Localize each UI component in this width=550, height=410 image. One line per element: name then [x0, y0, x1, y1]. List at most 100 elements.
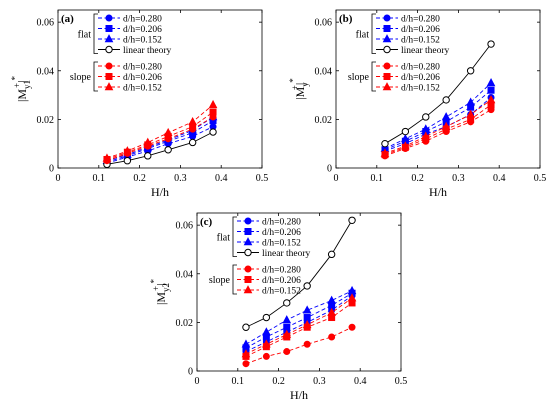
flat-group-label: flat: [356, 29, 370, 40]
legend-marker: [105, 14, 113, 22]
data-point: [143, 137, 153, 146]
series-line: [384, 97, 492, 152]
data-point: [441, 121, 451, 130]
series-line: [384, 109, 492, 157]
series-line: [245, 290, 353, 345]
y-axis-label: |My1+|*: [10, 75, 32, 102]
legend-entry-label: d/h=0.280: [123, 62, 162, 72]
data-point: [302, 305, 312, 314]
data-point: [163, 127, 173, 137]
series-line: [245, 302, 353, 357]
data-point: [380, 148, 390, 157]
data-point: [421, 131, 431, 140]
legend-entry-label: d/h=0.280: [262, 217, 301, 227]
series-line: [384, 43, 492, 145]
x-tick-label: 0.1: [232, 376, 245, 387]
legend-entry-label: d/h=0.206: [401, 73, 440, 83]
chart-panel: 0 0.1 0.2 0.3 0.4 0.5 0 0.02 0.04 0.06 H/h |My+|* (b…: [288, 9, 546, 199]
data-point: [123, 146, 132, 155]
legend-entry-label: d/h=0.152: [262, 238, 301, 248]
data-point: [486, 78, 496, 87]
x-tick-label: 0: [195, 376, 200, 387]
x-tick-label: 0.2: [272, 376, 285, 387]
data-point: [442, 96, 450, 104]
legend-marker: [383, 14, 391, 22]
series-line: [384, 99, 492, 154]
x-tick-label: 0.4: [354, 376, 367, 387]
data-point: [327, 250, 336, 259]
series: [103, 128, 217, 169]
data-point: [188, 138, 197, 147]
data-point: [466, 97, 475, 106]
legend-marker: [104, 82, 114, 91]
x-tick-label: 0.2: [411, 173, 424, 184]
data-point: [209, 108, 217, 116]
data-point: [466, 67, 475, 75]
y-tick-label: 0: [327, 164, 332, 175]
legend-marker: [382, 82, 392, 91]
y-axis-label-text: |My1+|*: [10, 75, 32, 102]
x-tick-label: 0.1: [93, 173, 106, 184]
data-point: [302, 319, 312, 329]
series-line: [106, 131, 214, 165]
legend-marker: [244, 276, 252, 283]
data-point: [102, 153, 112, 162]
data-point: [487, 40, 495, 48]
y-tick-label: 0: [49, 164, 54, 175]
data-point: [381, 139, 389, 148]
data-point: [262, 339, 271, 348]
legend-entry-label: linear theory: [123, 46, 172, 56]
legend-marker: [244, 248, 252, 257]
series: [380, 78, 496, 152]
x-axis-label: H/h: [429, 185, 447, 199]
slope-bracket: [93, 61, 98, 92]
series: [381, 94, 495, 155]
data-point: [283, 299, 291, 307]
series: [242, 292, 356, 356]
series-line: [106, 111, 214, 160]
y-axis-label-text: |My+|*: [288, 78, 310, 100]
legend-entry-label: d/h=0.206: [262, 228, 301, 238]
y-tick-label: 0.02: [37, 115, 55, 126]
legend-entry-label: d/h=0.152: [262, 286, 301, 296]
y-axis-label: |My+|*: [288, 78, 310, 100]
legend-marker: [105, 62, 113, 70]
data-point: [242, 360, 250, 368]
legend-entry-label: d/h=0.280: [262, 265, 301, 275]
data-point: [262, 327, 271, 336]
series: [242, 216, 356, 331]
slope-group-label: slope: [348, 72, 370, 83]
x-tick-label: 0.3: [313, 376, 326, 387]
series: [381, 101, 495, 159]
data-point: [283, 348, 291, 356]
flat-group-label: flat: [217, 232, 231, 243]
legend-marker: [244, 265, 252, 273]
legend-entry-label: d/h=0.206: [401, 25, 440, 35]
series-line: [106, 126, 214, 164]
series: [241, 285, 357, 348]
legend-entry-label: d/h=0.152: [401, 83, 440, 93]
series-line: [106, 116, 214, 162]
x-tick-label: 0.1: [371, 173, 384, 184]
y-tick-label: 0.02: [176, 318, 194, 329]
data-point: [401, 141, 410, 150]
x-tick-label: 0.2: [133, 173, 146, 184]
series-line: [245, 220, 353, 328]
data-point: [303, 314, 311, 322]
y-axis-label-text: |My2+|*: [149, 278, 171, 305]
data-point: [441, 112, 451, 121]
panel-label: (c): [200, 216, 213, 228]
legend-entry-label: d/h=0.206: [262, 276, 301, 286]
series: [380, 95, 496, 157]
series: [242, 299, 356, 360]
series-line: [106, 104, 214, 159]
flat-bracket: [93, 13, 98, 54]
data-point: [262, 352, 270, 360]
x-tick-label: 0.5: [395, 376, 408, 387]
y-tick-label: 0.04: [315, 66, 333, 77]
legend-entry-label: d/h=0.206: [123, 25, 162, 35]
y-tick-label: 0.02: [315, 115, 333, 126]
legend-entry-label: d/h=0.206: [123, 73, 162, 83]
